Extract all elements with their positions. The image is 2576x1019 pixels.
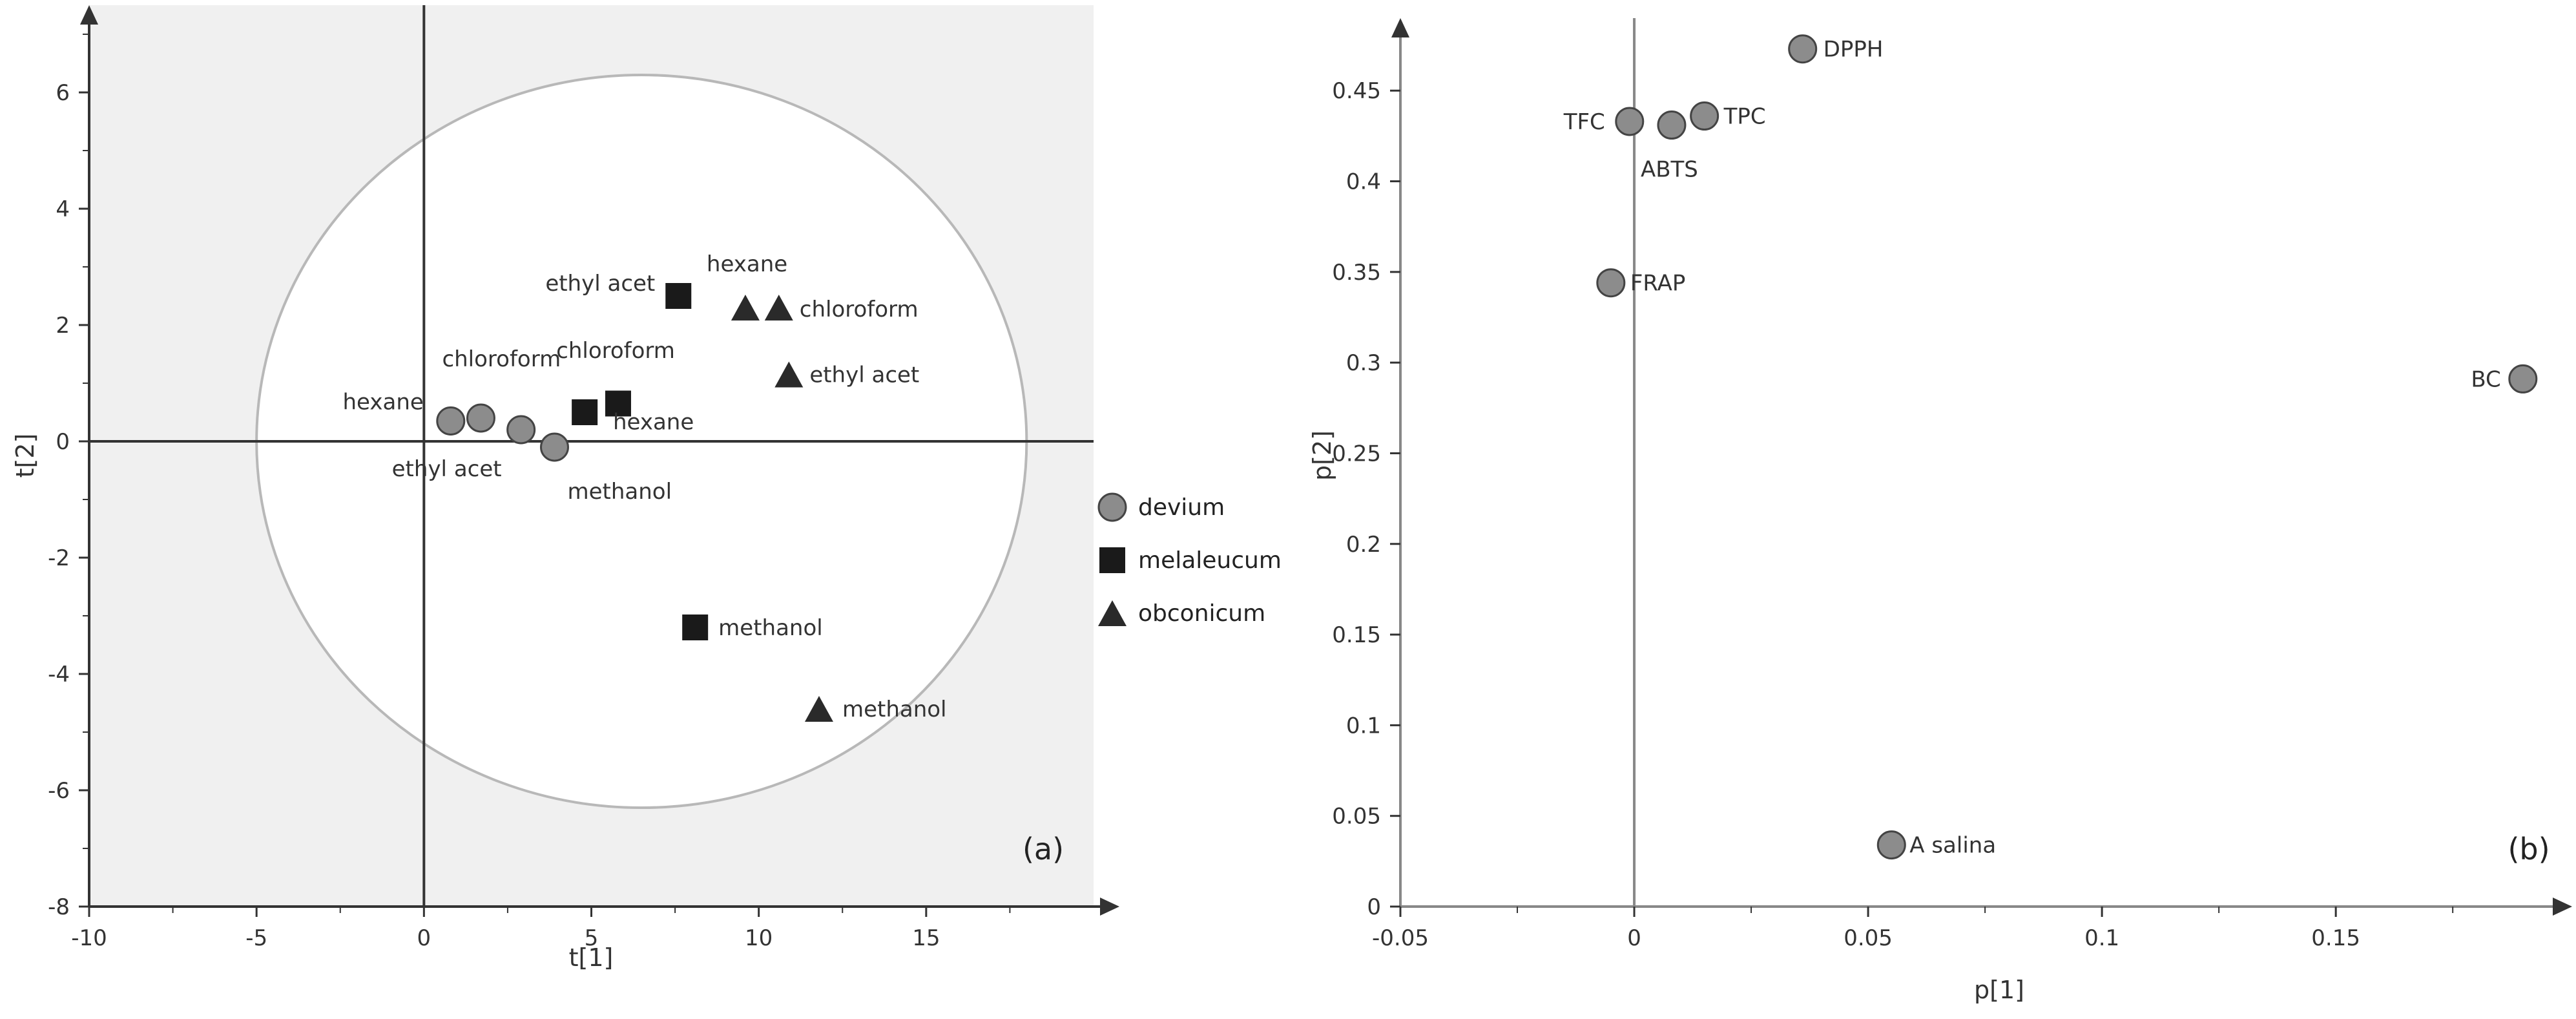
point-label: hexane — [613, 410, 694, 436]
x-tick-label: 10 — [745, 925, 773, 951]
panel-b-points: DPPH TFC ABTS TPC FRAP BC A salina — [1563, 34, 2538, 860]
x-axis-arrow — [2553, 898, 2572, 916]
x-tick-label: 0 — [1627, 925, 1641, 951]
y-tick-label: -8 — [48, 894, 70, 920]
devium-point — [466, 403, 495, 433]
point-label: chloroform — [442, 346, 561, 372]
point-label: chloroform — [556, 338, 675, 364]
point-label: ABTS — [1641, 157, 1698, 183]
loading-point — [1657, 110, 1687, 140]
obconicum-point — [804, 696, 833, 722]
point-label: TPC — [1723, 104, 1766, 130]
x-tick-label: 0.05 — [1844, 925, 1893, 951]
point-label: ethyl acet — [392, 456, 502, 482]
point-label: BC — [2471, 366, 2500, 392]
panel-a-axes: -10 -5 0 5 10 15 -8 -6 -4 -2 0 2 4 6 — [48, 5, 1119, 951]
point-label: methanol — [718, 615, 823, 641]
y-tick-label: 0.3 — [1346, 350, 1381, 376]
legend-melaleucum-marker — [1099, 547, 1125, 573]
x-tick-label: 0.15 — [2311, 925, 2360, 951]
y-tick-label: 0.1 — [1346, 713, 1381, 739]
legend-label: melaleucum — [1138, 547, 1282, 574]
y-tick-label: 0.45 — [1332, 78, 1381, 104]
x-tick-label: -5 — [245, 925, 267, 951]
point-label: hexane — [343, 390, 424, 415]
obconicum-point — [764, 295, 793, 320]
y-tick-label: 2 — [56, 313, 70, 339]
y-tick-label: -2 — [48, 545, 70, 571]
loading-point — [1690, 101, 1719, 131]
point-label: methanol — [842, 697, 947, 722]
loading-point — [1596, 268, 1626, 298]
legend-devium-marker — [1097, 492, 1127, 522]
x-tick-label: 15 — [912, 925, 940, 951]
loading-point — [1615, 107, 1645, 136]
melaleucum-point — [605, 390, 631, 417]
x-axis-title: t[1] — [569, 943, 614, 972]
y-axis-title: p[2] — [1308, 430, 1336, 481]
devium-point — [436, 406, 466, 436]
point-label: chloroform — [800, 297, 919, 322]
y-axis-title: t[2] — [11, 434, 39, 478]
y-tick-label: -6 — [48, 778, 70, 804]
melaleucum-point — [665, 283, 692, 309]
y-tick-label: 0.35 — [1332, 260, 1381, 286]
y-tick-label: 0.15 — [1332, 622, 1381, 648]
legend-obconicum-marker — [1098, 600, 1127, 626]
y-tick-label: 6 — [56, 80, 70, 106]
point-label: DPPH — [1823, 37, 1884, 63]
point-label: hexane — [707, 251, 787, 277]
point-label: ethyl acet — [545, 271, 655, 297]
point-label: methanol — [567, 479, 672, 505]
y-tick-label: 4 — [56, 196, 70, 222]
panel-b-axes: -0.05 0 0.05 0.1 0.15 0 0.05 0.1 0.15 0.2 0.25 0.3 0… — [1332, 18, 2572, 951]
y-tick-label: 0 — [56, 429, 70, 455]
point-label: FRAP — [1630, 271, 1686, 297]
legend-label: devium — [1138, 494, 1225, 521]
obconicum-point — [731, 295, 760, 320]
devium-point — [539, 432, 569, 462]
devium-point — [506, 415, 536, 445]
loading-point — [1788, 34, 1818, 64]
melaleucum-point — [682, 615, 709, 640]
legend-label: obconicum — [1138, 600, 1265, 627]
point-label: TFC — [1563, 109, 1605, 135]
x-tick-label: -10 — [71, 925, 107, 951]
x-tick-label: 5 — [585, 925, 599, 951]
panel-b-loading-plot: -0.05 0 0.05 0.1 0.15 0 0.05 0.1 0.15 0.2 0.25 0.3 0… — [1308, 18, 2572, 1004]
y-axis-arrow — [80, 5, 98, 25]
y-axis-arrow — [1391, 18, 1409, 37]
legend: devium melaleucum obconicum — [1097, 492, 1282, 627]
panel-label-b: (b) — [2508, 832, 2550, 867]
obconicum-point — [774, 361, 804, 388]
y-tick-label: 0.25 — [1332, 441, 1381, 467]
loading-point — [1876, 830, 1906, 860]
y-tick-label: 0 — [1367, 894, 1381, 920]
panel-a-score-plot: -10 -5 0 5 10 15 -8 -6 -4 -2 0 2 4 6 hexane chloroform… — [11, 5, 1282, 972]
x-tick-label: 0 — [417, 925, 431, 951]
x-axis-arrow — [1100, 898, 1119, 916]
y-tick-label: 0.4 — [1346, 169, 1381, 195]
panel-a-points: hexane chloroform ethyl acet methanol ethyl … — [343, 251, 947, 722]
x-axis-title: p[1] — [1974, 976, 2024, 1004]
y-tick-label: 0.2 — [1346, 532, 1381, 558]
loading-point — [2508, 364, 2538, 394]
melaleucum-point — [572, 399, 598, 425]
panel-label-a: (a) — [1023, 832, 1064, 867]
x-tick-label: -0.05 — [1372, 925, 1429, 951]
x-tick-label: 0.1 — [2084, 925, 2119, 951]
y-tick-label: -4 — [48, 662, 70, 688]
point-label: A salina — [1909, 833, 1996, 859]
y-tick-label: 0.05 — [1332, 804, 1381, 830]
point-label: ethyl acet — [809, 362, 919, 388]
